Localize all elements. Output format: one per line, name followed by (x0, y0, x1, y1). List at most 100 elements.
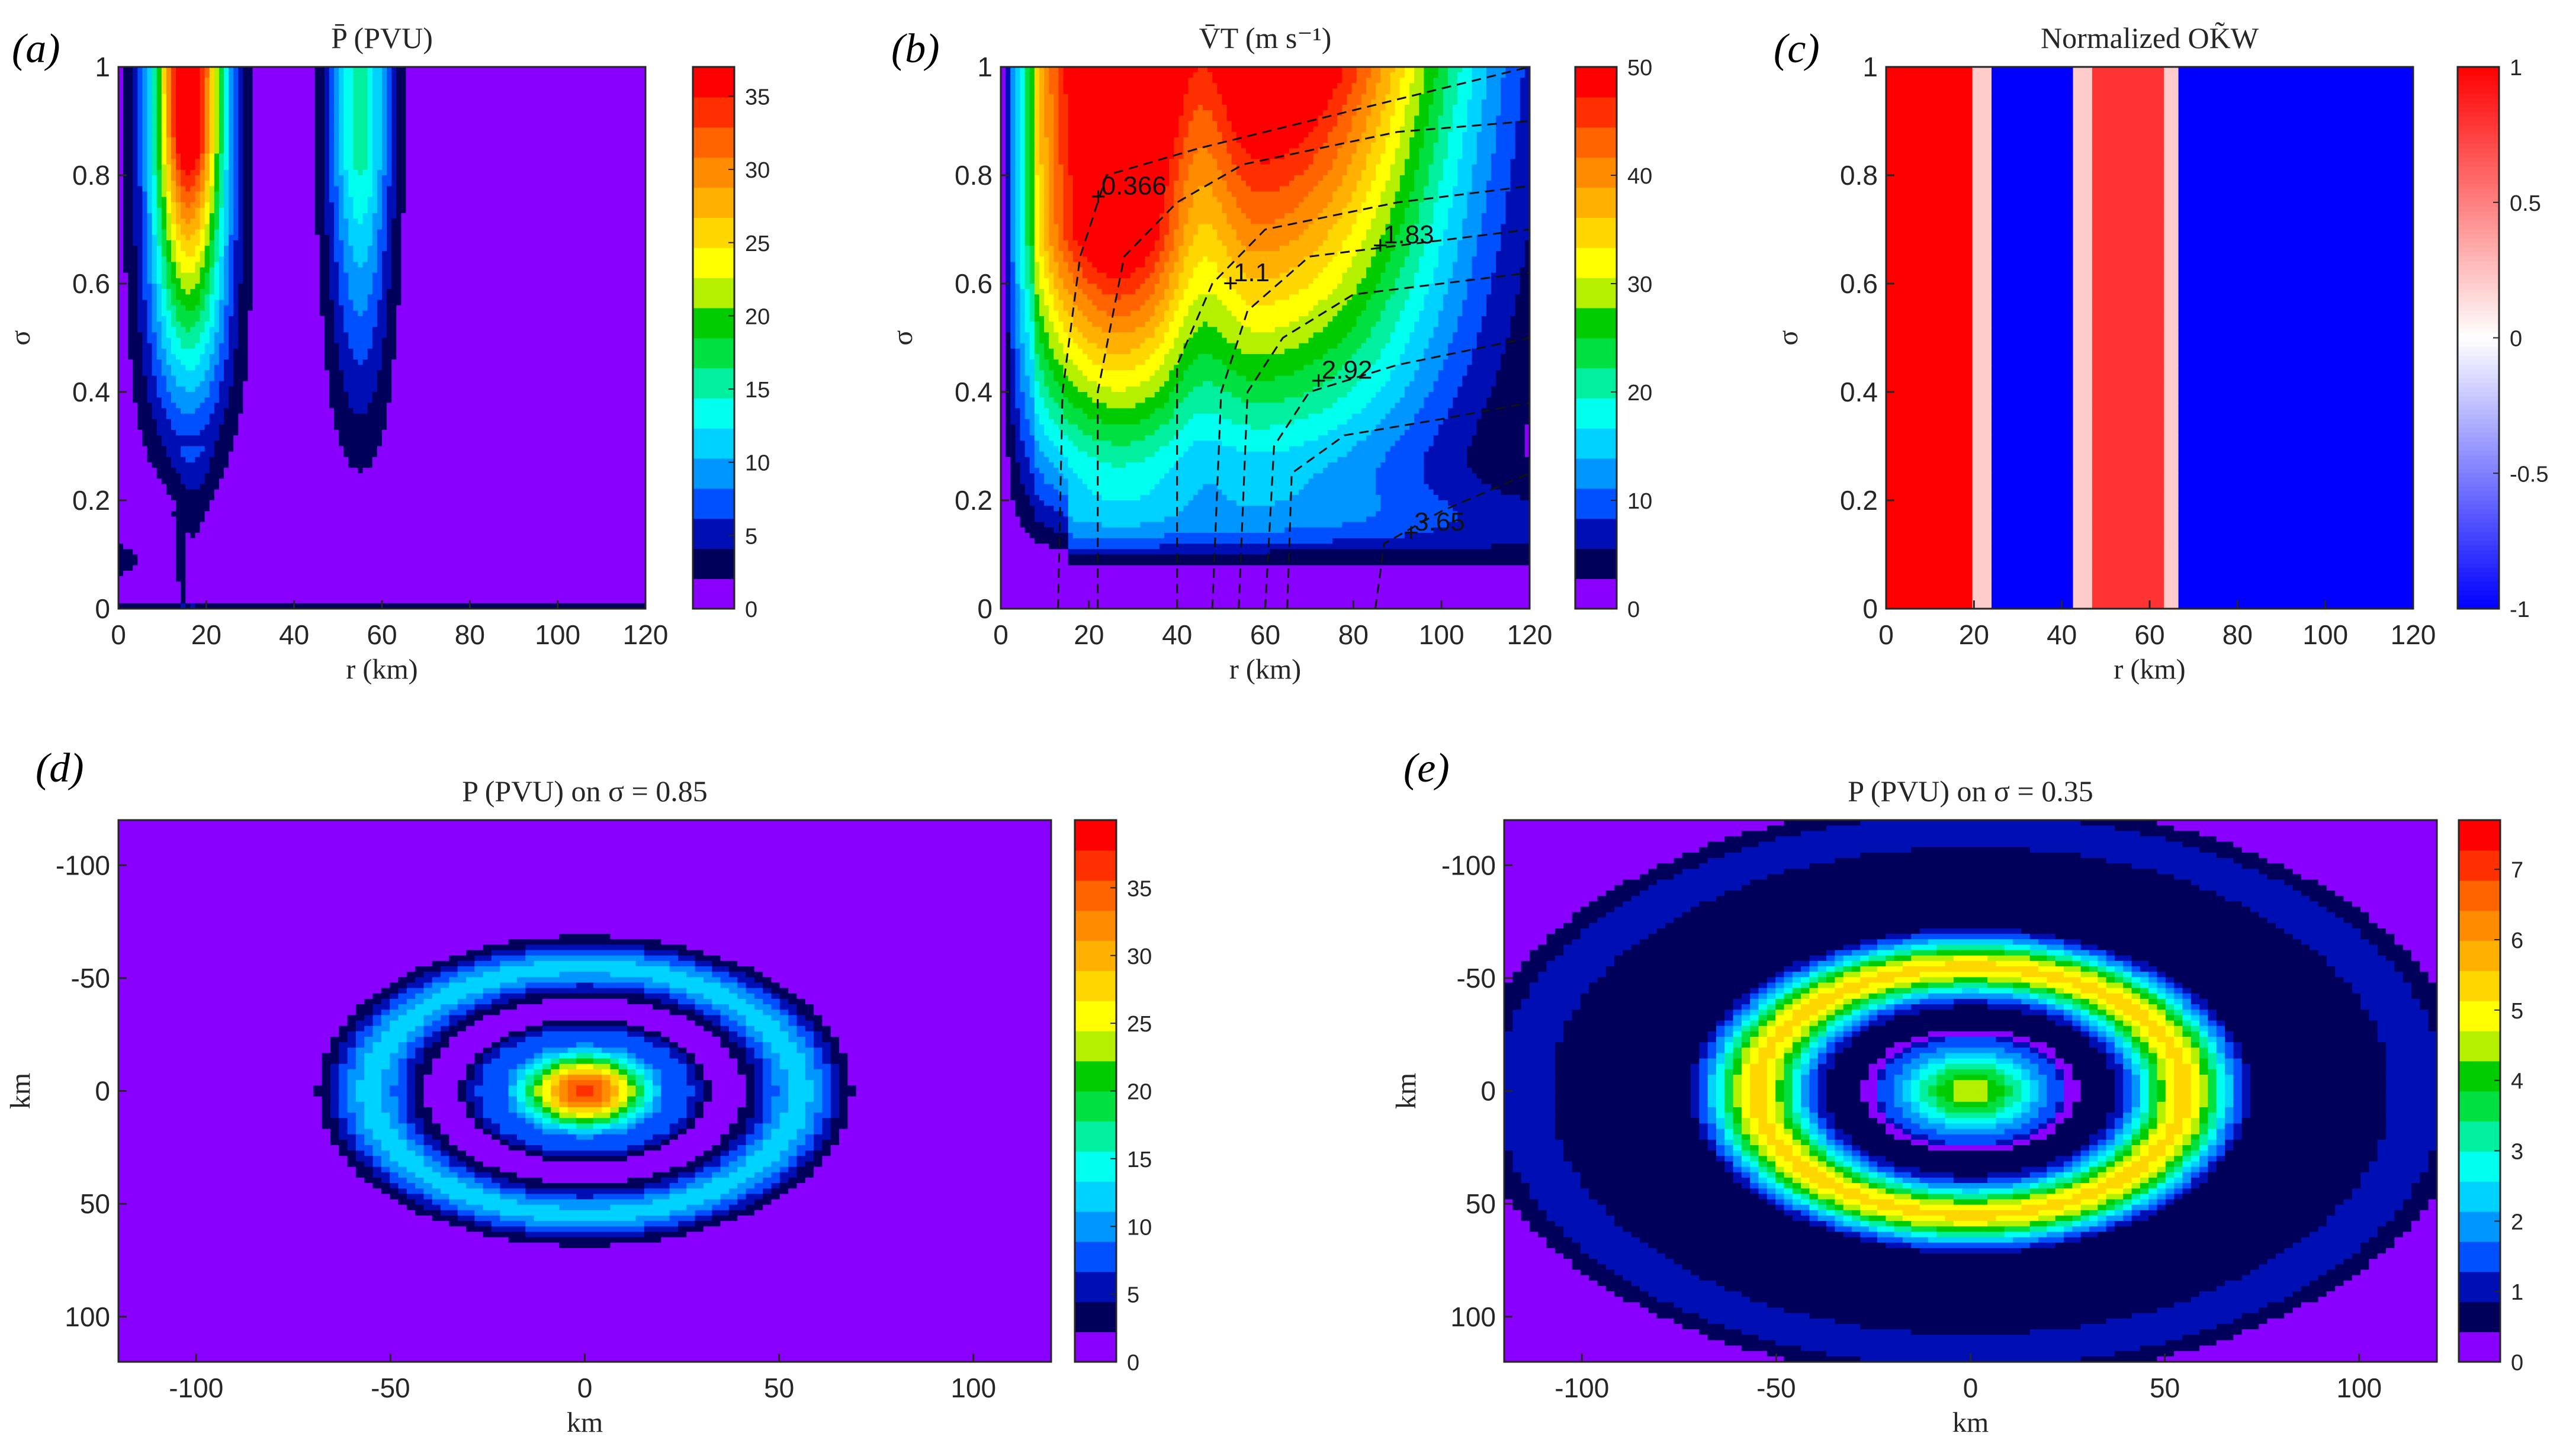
contour-cell (391, 262, 402, 268)
contour-cell (1457, 327, 1482, 333)
contour-cell (1068, 462, 1112, 468)
contour-cell (195, 191, 201, 198)
contour-cell (1222, 272, 1247, 279)
contour-cell (224, 332, 229, 339)
contour-cell (1010, 473, 1021, 480)
contour-cell (142, 245, 148, 252)
contour-cell (1087, 294, 1117, 301)
contour-cell (339, 83, 345, 89)
contour-cell (1419, 267, 1434, 274)
contour-cell (1058, 83, 1064, 89)
contour-cell (1024, 72, 1030, 79)
contour-cell (238, 83, 244, 89)
contour-cell (1972, 370, 1992, 377)
contour-cell (2092, 137, 2165, 143)
contour-cell (324, 115, 330, 122)
contour-cell (382, 94, 387, 100)
contour-cell (1015, 262, 1021, 268)
contour-cell (1183, 186, 1199, 192)
contour-cell (334, 126, 339, 133)
contour-cell (233, 110, 239, 117)
contour-cell (1006, 284, 1011, 290)
contour-cell (1024, 272, 1030, 279)
contour-cell (339, 78, 345, 84)
contour-cell (1404, 213, 1420, 219)
contour-cell (1169, 348, 1184, 355)
contour-cell (185, 554, 646, 561)
contour-cell (2178, 126, 2414, 133)
contour-cell (118, 408, 139, 414)
contour-cell (171, 234, 176, 241)
contour-cell (118, 278, 129, 284)
contour-cell (1419, 148, 1434, 155)
contour-cell (252, 240, 320, 246)
contour-cell (406, 202, 646, 208)
contour-cell (123, 143, 134, 149)
contour-cell (1419, 159, 1434, 165)
contour-cell (152, 310, 158, 317)
contour-cell (334, 164, 339, 171)
contour-cell (214, 78, 220, 84)
contour-cell (1029, 500, 1045, 506)
contour-cell (1034, 370, 1045, 377)
contour-cell (382, 78, 387, 84)
contour-cell (343, 451, 378, 458)
contour-cell (243, 213, 253, 219)
contour-cell (118, 424, 139, 430)
contour-cell (204, 240, 210, 246)
contour-cell (147, 262, 153, 268)
contour-cell (1251, 424, 1271, 430)
contour-cell (1039, 327, 1045, 333)
contour-cell (1992, 164, 2074, 171)
contour-cell (396, 338, 646, 344)
contour-cell (324, 197, 330, 203)
contour-cell (224, 294, 229, 301)
contour-cell (1376, 473, 1425, 480)
contour-cell (233, 300, 239, 306)
contour-cell (1174, 229, 1184, 236)
contour-cell (1034, 229, 1040, 236)
contour-cell (185, 327, 191, 333)
contour-cell (1006, 441, 1016, 447)
contour-cell (396, 148, 407, 155)
contour-cell (147, 224, 153, 230)
contour-cell (339, 94, 345, 100)
contour-cell (161, 202, 167, 208)
contour-cell (181, 587, 187, 593)
contour-cell (1972, 272, 1992, 279)
contour-cell (133, 78, 139, 84)
contour-cell (1010, 181, 1016, 187)
contour-label: 0.366 (1101, 172, 1167, 201)
contour-cell (1034, 343, 1045, 349)
contour-cell (2164, 175, 2179, 181)
contour-cell (171, 419, 210, 425)
contour-cell (181, 262, 196, 268)
contour-cell (1034, 272, 1040, 279)
contour-cell (2092, 397, 2165, 404)
contour-cell (214, 131, 220, 138)
contour-cell (391, 153, 397, 160)
contour-cell (1020, 267, 1026, 274)
contour-cell (1424, 72, 1439, 79)
contour-cell (367, 72, 373, 79)
contour-cell (214, 272, 220, 279)
contour-cell (161, 284, 167, 290)
contour-cell (1274, 500, 1382, 506)
contour-cell (343, 207, 354, 214)
contour-cell (156, 289, 162, 295)
contour-cell (382, 435, 646, 442)
contour-cell (219, 164, 224, 171)
contour-cell (1992, 424, 2074, 430)
contour-cell (1001, 527, 1026, 533)
contour-cell (2092, 359, 2165, 366)
contour-cell (343, 137, 354, 143)
contour-cell (362, 169, 373, 176)
contour-cell (133, 565, 176, 571)
contour-cell (133, 175, 139, 181)
contour-cell (1034, 294, 1040, 301)
contour-cell (1058, 115, 1069, 122)
contour-cell (1024, 164, 1030, 171)
contour-cell (156, 202, 162, 208)
contour-cell (1034, 489, 1059, 496)
contour-cell (1054, 207, 1064, 214)
